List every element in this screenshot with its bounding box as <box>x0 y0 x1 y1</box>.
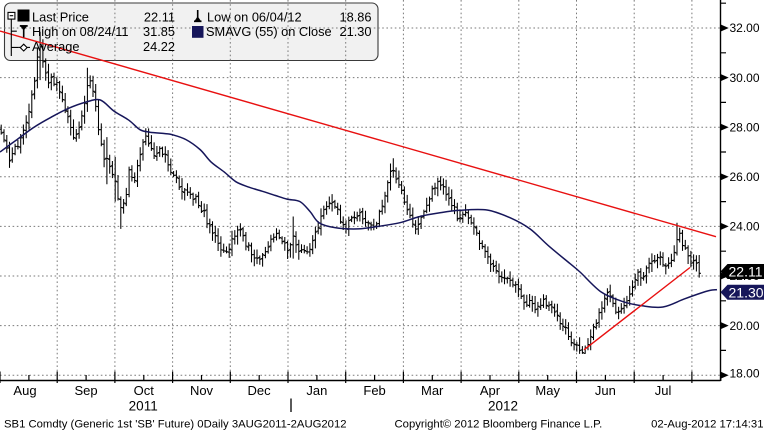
svg-text:28.00: 28.00 <box>730 120 760 134</box>
svg-text:Apr: Apr <box>480 383 501 398</box>
svg-text:SMAVG (55) on Close: SMAVG (55) on Close <box>206 24 332 39</box>
svg-text:Jul: Jul <box>655 383 672 398</box>
svg-text:21.30: 21.30 <box>729 284 764 300</box>
svg-text:20.00: 20.00 <box>730 319 760 333</box>
svg-text:Oct: Oct <box>134 383 155 398</box>
svg-text:18.00: 18.00 <box>730 367 760 381</box>
svg-text:High on 08/24/11: High on 08/24/11 <box>32 24 129 39</box>
svg-text:24.22: 24.22 <box>143 39 175 54</box>
svg-text:Sep: Sep <box>75 383 98 398</box>
svg-text:2012: 2012 <box>488 399 518 414</box>
svg-text:24.00: 24.00 <box>730 220 760 234</box>
svg-text:Copyright© 2012 Bloomberg Fina: Copyright© 2012 Bloomberg Finance L.P. <box>395 419 603 431</box>
svg-text:SB1 Comdty (Generic 1st 'SB' F: SB1 Comdty (Generic 1st 'SB' Future) 0Da… <box>4 419 347 431</box>
svg-text:Jun: Jun <box>595 383 616 398</box>
svg-text:22.11: 22.11 <box>729 264 763 280</box>
svg-text:Average: Average <box>32 39 79 54</box>
svg-text:Mar: Mar <box>421 383 444 398</box>
svg-text:22.11: 22.11 <box>144 10 175 25</box>
svg-text:21.30: 21.30 <box>339 24 371 39</box>
svg-text:31.85: 31.85 <box>143 24 175 39</box>
svg-text:May: May <box>535 383 560 398</box>
svg-text:Nov: Nov <box>190 383 214 398</box>
svg-text:2011: 2011 <box>129 399 158 414</box>
svg-text:Feb: Feb <box>363 383 385 398</box>
svg-text:Last Price: Last Price <box>32 10 89 25</box>
svg-text:30.00: 30.00 <box>730 71 760 85</box>
svg-text:02-Aug-2012 17:14:31: 02-Aug-2012 17:14:31 <box>651 419 763 431</box>
svg-text:Aug: Aug <box>13 383 36 398</box>
svg-text:18.86: 18.86 <box>339 10 371 25</box>
svg-text:Dec: Dec <box>248 383 272 398</box>
svg-text:Jan: Jan <box>306 383 327 398</box>
svg-text:26.00: 26.00 <box>730 170 760 184</box>
svg-text:Low on 06/04/12: Low on 06/04/12 <box>207 10 302 25</box>
svg-text:32.00: 32.00 <box>730 21 760 35</box>
